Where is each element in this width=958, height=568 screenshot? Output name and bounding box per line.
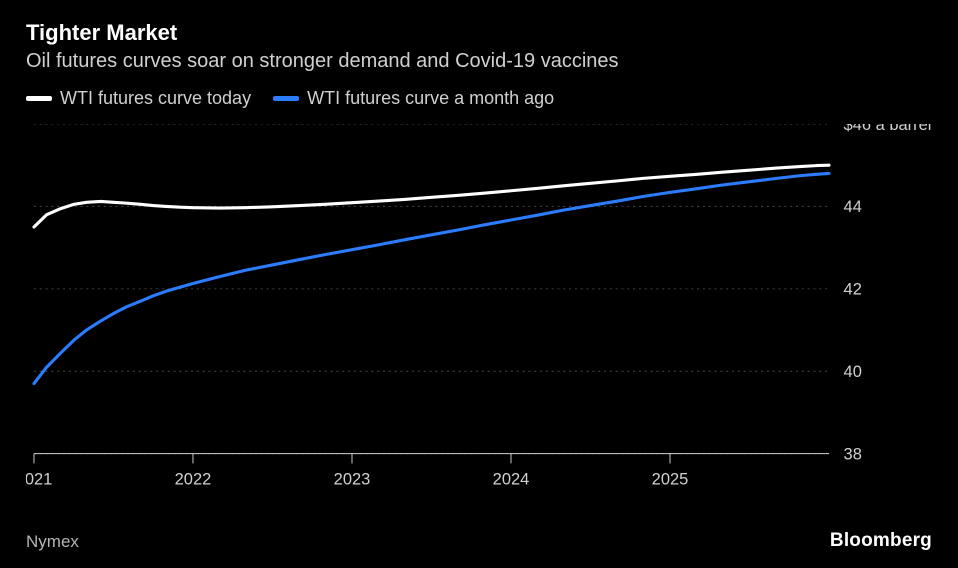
x-axis-tick-label: 2022 <box>175 471 212 489</box>
legend-item-month-ago: WTI futures curve a month ago <box>273 88 554 109</box>
chart-plot-area: $46 a barrel44424038 2021202220232024202… <box>26 124 932 506</box>
y-axis-tick-label: 40 <box>844 363 862 381</box>
legend-swatch-month-ago <box>273 96 299 101</box>
chart-subtitle: Oil futures curves soar on stronger dema… <box>26 50 619 73</box>
y-axis-tick-label: 42 <box>844 281 862 299</box>
x-axis-tick-label: 2025 <box>652 471 689 489</box>
x-axis-tick-label: 2024 <box>493 471 530 489</box>
x-ticks <box>34 454 670 464</box>
legend-label-today: WTI futures curve today <box>60 88 251 109</box>
chart-svg: $46 a barrel44424038 2021202220232024202… <box>26 124 932 506</box>
y-axis-labels: $46 a barrel 44 42 40 38 <box>844 124 932 463</box>
series-group <box>34 165 829 383</box>
source-attribution: Nymex <box>26 532 79 552</box>
legend-item-today: WTI futures curve today <box>26 88 251 109</box>
legend: WTI futures curve today WTI futures curv… <box>26 88 554 109</box>
legend-label-month-ago: WTI futures curve a month ago <box>307 88 554 109</box>
chart-title: Tighter Market <box>26 20 177 46</box>
x-axis-labels: 2021 2022 2023 2024 2025 <box>26 471 688 489</box>
brand-attribution: Bloomberg <box>830 530 932 552</box>
series-line-today <box>34 165 829 227</box>
x-axis-tick-label: 2023 <box>334 471 371 489</box>
y-axis-tick-label: 38 <box>844 445 862 463</box>
y-axis-tick-label: 44 <box>844 198 862 216</box>
chart-frame: Tighter Market Oil futures curves soar o… <box>6 6 952 562</box>
legend-swatch-today <box>26 96 52 101</box>
x-axis-tick-label: 2021 <box>26 471 52 489</box>
y-axis-unit-label: $46 a barrel <box>844 124 932 134</box>
